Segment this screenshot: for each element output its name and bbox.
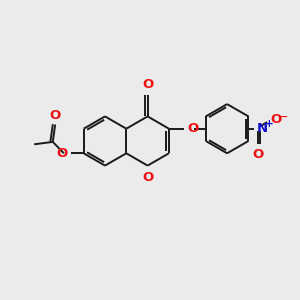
Text: O: O: [50, 109, 61, 122]
Text: O: O: [252, 148, 264, 161]
Text: O: O: [142, 79, 153, 92]
Text: O: O: [270, 113, 281, 126]
Text: −: −: [278, 111, 289, 124]
Text: O: O: [142, 171, 153, 184]
Text: O: O: [188, 122, 199, 135]
Text: O: O: [57, 147, 68, 160]
Text: N: N: [257, 122, 268, 135]
Text: +: +: [265, 118, 273, 129]
